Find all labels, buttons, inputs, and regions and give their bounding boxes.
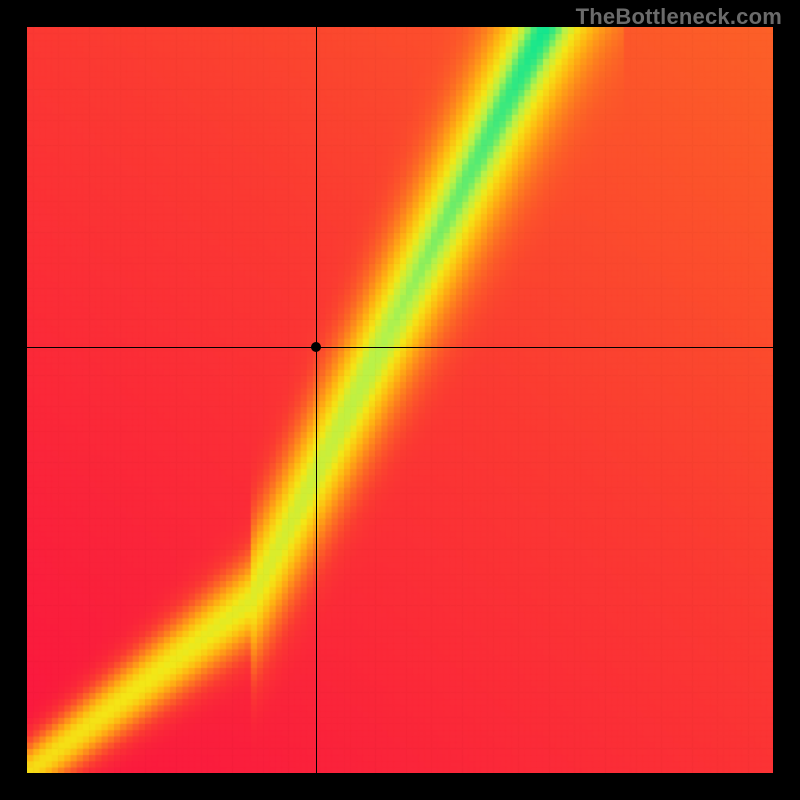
- chart-container: TheBottleneck.com: [0, 0, 800, 800]
- plot-area: [27, 27, 773, 773]
- crosshair-marker: [311, 342, 321, 352]
- watermark-text: TheBottleneck.com: [576, 4, 782, 30]
- crosshair-vertical: [316, 27, 317, 773]
- heatmap-canvas: [27, 27, 773, 773]
- crosshair-horizontal: [27, 347, 773, 348]
